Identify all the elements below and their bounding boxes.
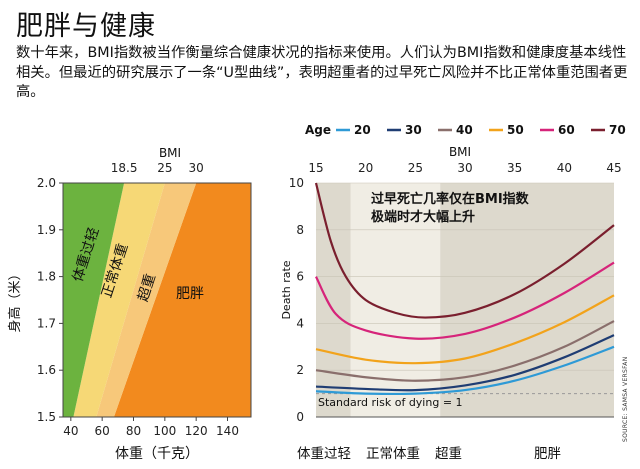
- height-tick-label: 1.8: [37, 270, 56, 284]
- weight-tick-label: 120: [185, 424, 208, 438]
- bmi-chart: BMI 18.5 25 30 40 60 80 100 120 140 1.51.61.71.…: [7, 146, 252, 462]
- death-rate-tick-label: 0: [296, 410, 304, 424]
- height-axis-label: 身高（米）: [7, 267, 23, 332]
- legend-label-40: 40: [456, 123, 473, 137]
- death-rate-tick-label: 8: [296, 223, 304, 237]
- legend-label-20: 20: [354, 123, 371, 137]
- legend-label-60: 60: [558, 123, 575, 137]
- underweight-zone-bg: [316, 183, 351, 417]
- right-bmi-ticks: 15 20 25 30 35 40 45: [308, 161, 621, 175]
- bmi-tick-label: 15: [308, 161, 323, 175]
- height-tick-label: 1.6: [37, 363, 56, 377]
- height-tick-label: 1.7: [37, 316, 56, 330]
- bmi-top-tick: 18.5: [111, 161, 138, 175]
- category-normal: 正常体重: [366, 446, 420, 462]
- category-overweight: 超重: [435, 446, 462, 462]
- death-rate-axis-label: Death rate: [280, 260, 293, 319]
- bmi-tick-label: 45: [606, 161, 621, 175]
- height-tick-label: 1.5: [37, 410, 56, 424]
- underweight-region: [63, 183, 125, 417]
- series-lines: [314, 182, 615, 396]
- series-line-age-50: [315, 294, 615, 365]
- bmi-tick-label: 30: [457, 161, 472, 175]
- bmi-top-tick: 25: [157, 161, 172, 175]
- weight-tick-label: 60: [95, 424, 110, 438]
- weight-tick-label: 140: [216, 424, 239, 438]
- right-bmi-axis-label: BMI: [449, 145, 471, 159]
- death-rate-chart: Standard risk of dying = 1 过早死亡几率仅在BMI指数…: [280, 123, 626, 424]
- legend-label-70: 70: [609, 123, 626, 137]
- legend-label-30: 30: [405, 123, 422, 137]
- bmi-top-ticks: 18.5 25 30: [111, 161, 204, 175]
- legend-title: Age: [305, 123, 331, 137]
- bmi-tick-label: 20: [358, 161, 373, 175]
- height-tick-label: 2.0: [37, 176, 56, 190]
- height-axis-ticks: 1.5 1.6 1.7 1.8 1.9 2.0: [37, 176, 63, 424]
- weight-tick-label: 40: [63, 424, 78, 438]
- overweight-region: [96, 183, 197, 417]
- legend: 20 30 40 50 60 70: [336, 123, 626, 137]
- annotation-line-2: 极端时才大幅上升: [371, 209, 475, 225]
- death-rate-tick-label: 10: [289, 176, 304, 190]
- bmi-tick-label: 35: [507, 161, 522, 175]
- weight-tick-label: 80: [126, 424, 141, 438]
- series-line-age-30: [315, 334, 615, 392]
- annotation-line-1: 过早死亡几率仅在BMI指数: [371, 191, 530, 207]
- obese-region: [113, 183, 252, 417]
- height-tick-label: 1.9: [37, 223, 56, 237]
- page-title: 肥胖与健康: [16, 11, 156, 42]
- death-rate-tick-label: 6: [296, 270, 304, 284]
- source-credit: SOURCE: SAMSA VERSFAN: [622, 356, 629, 442]
- weight-axis-ticks: 40 60 80 100 120 140: [63, 417, 239, 438]
- series-line-age-40: [315, 320, 615, 382]
- death-rate-tick-label: 4: [296, 316, 304, 330]
- weight-tick-label: 100: [153, 424, 176, 438]
- normal-weight-region: [73, 183, 165, 417]
- series-line-age-70: [314, 182, 615, 319]
- bmi-top-axis-label: BMI: [159, 146, 181, 160]
- death-rate-ticks: 0 2 4 6 8 10: [289, 176, 304, 424]
- region-label-obese: 肥胖: [176, 286, 204, 302]
- weight-axis-label: 体重（千克）: [115, 446, 199, 462]
- series-line-age-60: [315, 261, 615, 340]
- bmi-plot-border: [62, 182, 252, 418]
- bmi-tick-label: 25: [408, 161, 423, 175]
- death-rate-tick-label: 2: [296, 363, 304, 377]
- bmi-tick-label: 40: [557, 161, 572, 175]
- reference-line-label: Standard risk of dying = 1: [318, 396, 463, 409]
- intro-paragraph: 数十年来，BMI指数被当作衡量综合健康状况的指标来使用。人们认为BMI指数和健康…: [16, 45, 628, 100]
- category-underweight: 体重过轻: [297, 446, 351, 462]
- legend-label-50: 50: [507, 123, 524, 137]
- series-line-age-20: [315, 345, 615, 396]
- bmi-top-tick: 30: [189, 161, 204, 175]
- category-obese: 肥胖: [534, 446, 561, 462]
